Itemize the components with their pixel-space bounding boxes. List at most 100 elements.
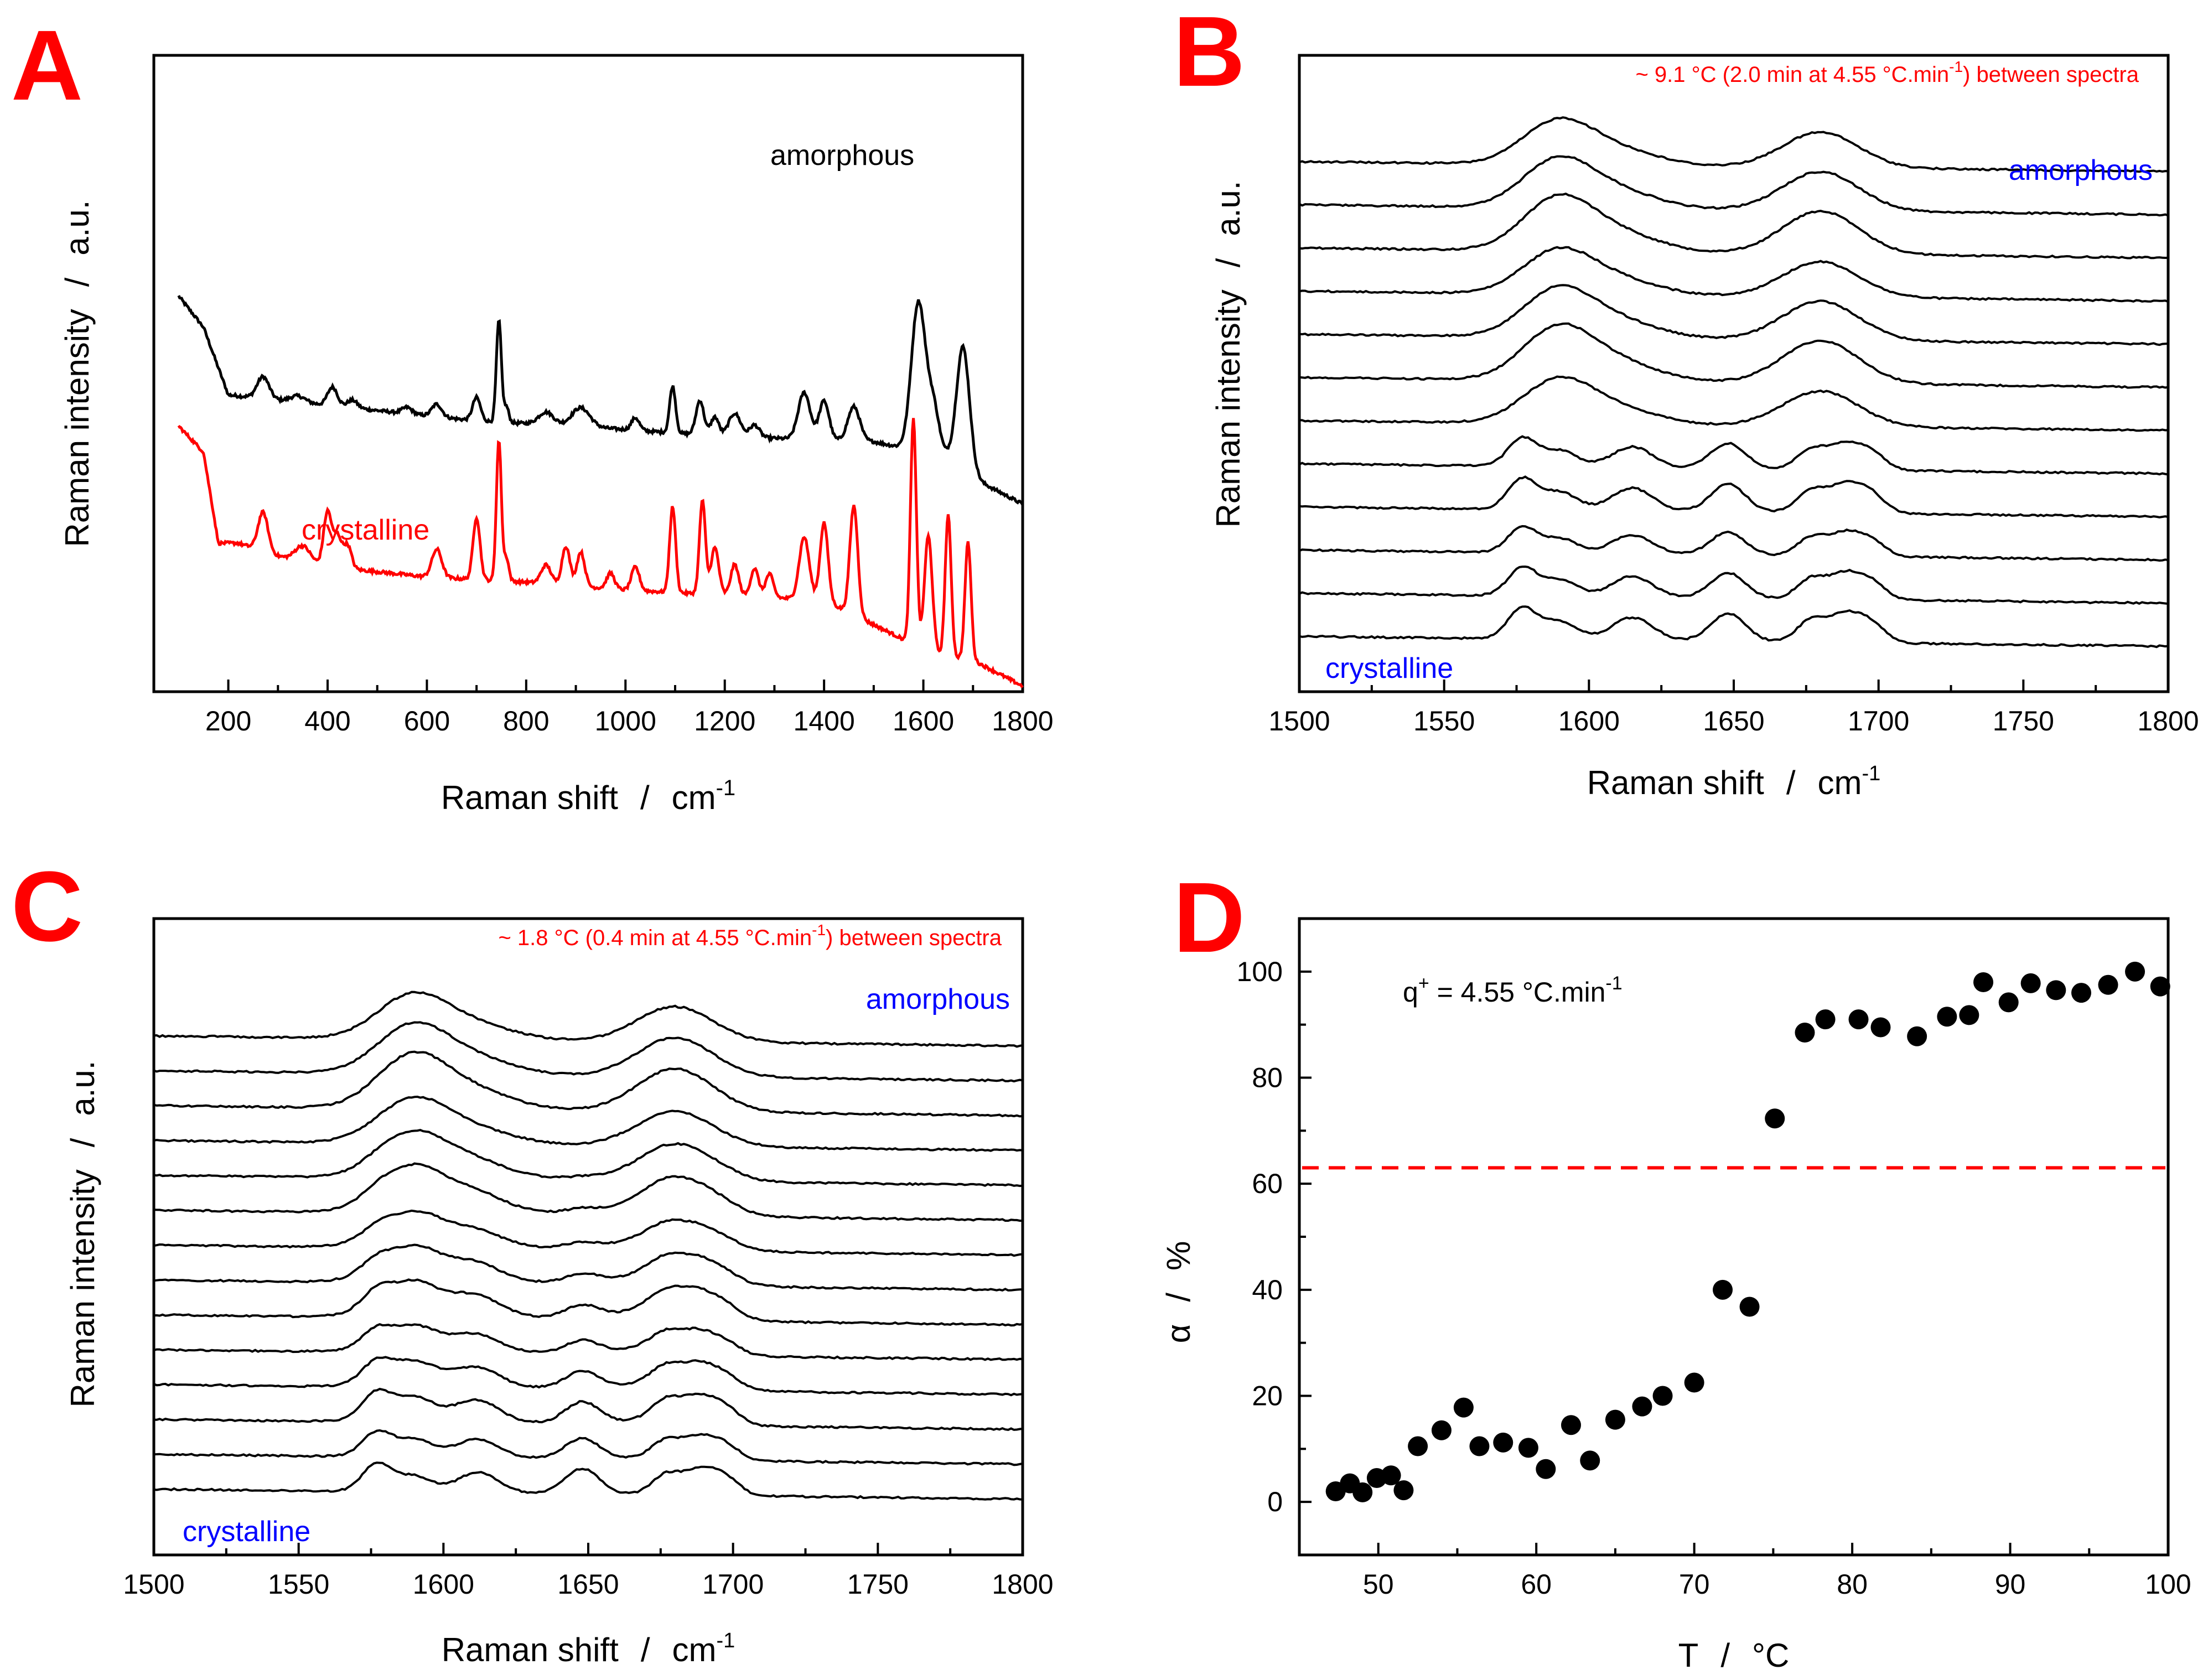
spectrum-line	[153, 1429, 1023, 1466]
panel-c-yunit: a.u.	[64, 1061, 101, 1116]
x-tick-label: 1000	[595, 706, 656, 737]
data-point	[1848, 1009, 1869, 1030]
panel-d-ylabel: α	[1160, 1324, 1197, 1344]
panel-a-plot-frame	[152, 54, 1024, 693]
panel-a-series	[177, 295, 1024, 688]
data-point	[1536, 1459, 1556, 1479]
panel-a-xlabel: Raman shift	[441, 779, 618, 816]
x-tick-label: 50	[1363, 1569, 1394, 1600]
panel-b-annotation-sup: -1	[1949, 58, 1963, 75]
data-point	[1469, 1436, 1490, 1456]
spectrum-line	[153, 1021, 1023, 1083]
data-point	[1795, 1023, 1815, 1043]
spectrum-line	[153, 1243, 1023, 1292]
data-point	[1937, 1007, 1957, 1027]
panel-d-x-title: T / °C	[1678, 1637, 1790, 1674]
spectrum-line	[1299, 322, 2169, 389]
spectrum-line	[153, 1162, 1023, 1222]
data-point	[1959, 1005, 1979, 1025]
panel-d-points	[1325, 961, 2170, 1502]
spectrum-line	[153, 1209, 1023, 1257]
spectrum-line	[153, 991, 1023, 1048]
data-point	[1907, 1026, 1927, 1046]
panel-a-x-axis: 200 400 600 800 1000 1200 1400 1600 1800	[205, 680, 1054, 737]
y-tick-label: 0	[1267, 1486, 1283, 1517]
data-point	[2046, 980, 2066, 1000]
panel-b-series	[1299, 116, 2169, 649]
x-tick-label: 80	[1837, 1569, 1868, 1600]
x-tick-label: 1500	[123, 1569, 184, 1600]
panel-b-letter: B	[1173, 0, 1245, 107]
panel-a-letter: A	[11, 10, 83, 121]
spectrum-line	[153, 1461, 1023, 1501]
x-tick-label: 1550	[1413, 706, 1475, 737]
panel-c-xunit-sup: -1	[717, 1629, 735, 1652]
data-point	[1493, 1432, 1514, 1453]
data-point	[1408, 1436, 1428, 1456]
panel-b-y-title: Raman intensity/a.u.	[1210, 181, 1247, 528]
x-tick-label: 1700	[1848, 706, 1909, 737]
panel-c-annotation-suffix: ) between spectra	[826, 926, 1002, 950]
x-tick-label: 1600	[1558, 706, 1620, 737]
x-tick-label: 1400	[794, 706, 855, 737]
data-point	[1453, 1397, 1474, 1418]
panel-c-xunit: cm	[672, 1631, 717, 1668]
data-point	[1381, 1465, 1401, 1486]
panel-b-yunit: a.u.	[1210, 181, 1247, 236]
spectrum-line	[1299, 192, 2169, 260]
spectrum-line	[1299, 565, 2169, 605]
panel-c-x-title: Raman shift / cm-1	[442, 1629, 735, 1668]
spectrum-line	[153, 1356, 1023, 1397]
panel-d-annotation: q+ = 4.55 °C.min-1	[1403, 973, 1623, 1008]
data-point	[1765, 1108, 1785, 1129]
panel-b-x-axis: 1500 1550 1600 1650 1700 1750 1800	[1268, 680, 2199, 737]
x-tick-label: 60	[1521, 1569, 1552, 1600]
data-point	[1352, 1482, 1373, 1502]
panel-b-label-crystalline: crystalline	[1325, 652, 1453, 685]
panel-c-annotation: ~ 1.8 °C (0.4 min at 4.55 °C.min-1) betw…	[498, 921, 1002, 950]
x-tick-label: 1750	[1993, 706, 2054, 737]
panel-a-y-title: Raman intensity/a.u.	[59, 200, 96, 547]
spectrum-line	[153, 1095, 1023, 1152]
x-tick-label: 1800	[992, 1569, 1053, 1600]
y-tick-label: 40	[1252, 1274, 1283, 1305]
x-tick-label: 1500	[1268, 706, 1330, 737]
panel-b-label-amorphous: amorphous	[2009, 154, 2153, 186]
x-tick-label: 1550	[268, 1569, 329, 1600]
data-point	[2125, 961, 2145, 982]
panel-d-xlabel: T	[1678, 1637, 1699, 1674]
panel-c-series	[153, 991, 1023, 1501]
panel-d-yunit: %	[1160, 1241, 1197, 1271]
panel-c-ylabel: Raman intensity	[64, 1169, 101, 1407]
x-tick-label: 1200	[694, 706, 755, 737]
data-point	[1652, 1386, 1673, 1406]
data-point	[1561, 1415, 1581, 1435]
panel-b-x-title: Raman shift / cm-1	[1587, 762, 1881, 801]
panel-d-letter: D	[1173, 862, 1245, 973]
panel-b-xunit: cm	[1818, 764, 1862, 801]
panel-c-label-crystalline: crystalline	[183, 1516, 310, 1548]
x-tick-label: 1800	[992, 706, 1053, 737]
spectrum-line	[1299, 155, 2169, 217]
x-tick-label: 90	[1995, 1569, 2026, 1600]
spectrum-line	[1299, 116, 2169, 173]
data-point	[1518, 1438, 1538, 1458]
data-point	[2020, 973, 2041, 993]
data-point	[1815, 1009, 1836, 1030]
spectrum-line	[153, 1129, 1023, 1188]
data-point	[1431, 1420, 1452, 1440]
panel-d-xunit: °C	[1752, 1637, 1789, 1674]
data-point	[1393, 1480, 1414, 1501]
panel-b-xlabel: Raman shift	[1587, 764, 1764, 801]
x-tick-label: 1600	[413, 1569, 474, 1600]
spectrum-line	[1299, 605, 2169, 649]
panel-a-x-title: Raman shift / cm-1	[441, 776, 735, 816]
panel-a-series-crystalline	[177, 418, 1024, 688]
panel-c: C 1500 1550 1600 1650 1700 1750 1800 ~ 1.8 °C …	[11, 851, 1054, 1668]
y-tick-label: 100	[1237, 956, 1283, 987]
x-tick-label: 100	[2145, 1569, 2191, 1600]
data-point	[1998, 992, 2019, 1013]
y-tick-label: 20	[1252, 1381, 1283, 1412]
panel-d-axes: 50 60 70 80 90 100 0 20 40 60 80 100	[1237, 956, 2191, 1600]
